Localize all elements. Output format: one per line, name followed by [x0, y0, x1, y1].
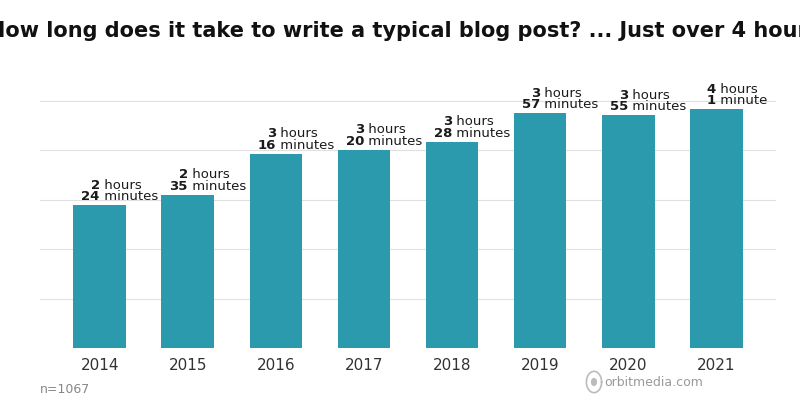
Text: 35: 35: [170, 180, 188, 192]
Text: orbitmedia.com: orbitmedia.com: [604, 376, 703, 388]
Text: 3: 3: [266, 127, 276, 140]
Bar: [514, 114, 566, 348]
Text: hours: hours: [188, 168, 230, 181]
Text: 3: 3: [442, 115, 452, 128]
Bar: [162, 194, 214, 348]
Bar: [250, 154, 302, 348]
Bar: [338, 150, 390, 348]
Text: 3: 3: [619, 88, 628, 102]
Text: 16: 16: [258, 139, 276, 152]
Text: minutes: minutes: [276, 139, 334, 152]
Text: 57: 57: [522, 98, 540, 112]
Text: 28: 28: [434, 127, 452, 140]
Text: hours: hours: [100, 179, 142, 192]
Text: 24: 24: [82, 190, 100, 204]
Text: minutes: minutes: [540, 98, 598, 112]
Text: 2: 2: [90, 179, 100, 192]
Text: hours: hours: [452, 115, 494, 128]
Bar: [602, 115, 654, 348]
Text: 20: 20: [346, 135, 364, 148]
Circle shape: [592, 379, 596, 385]
Text: hours: hours: [716, 82, 758, 96]
Text: 3: 3: [531, 86, 540, 100]
Text: n=1067: n=1067: [40, 383, 90, 396]
Text: 2: 2: [178, 168, 188, 181]
Text: minutes: minutes: [628, 100, 686, 114]
Title: How long does it take to write a typical blog post? ... Just over 4 hours.: How long does it take to write a typical…: [0, 20, 800, 40]
Text: minutes: minutes: [452, 127, 510, 140]
Text: 4: 4: [707, 82, 716, 96]
Text: minutes: minutes: [188, 180, 246, 192]
Bar: [690, 110, 742, 348]
Text: minute: minute: [716, 94, 767, 108]
Text: hours: hours: [540, 86, 582, 100]
Bar: [74, 206, 126, 348]
Text: minutes: minutes: [364, 135, 422, 148]
Bar: [426, 142, 478, 348]
Text: 1: 1: [707, 94, 716, 108]
Text: 55: 55: [610, 100, 628, 114]
Text: minutes: minutes: [100, 190, 158, 204]
Text: hours: hours: [364, 123, 406, 136]
Text: hours: hours: [628, 88, 670, 102]
Text: 3: 3: [354, 123, 364, 136]
Text: hours: hours: [276, 127, 318, 140]
